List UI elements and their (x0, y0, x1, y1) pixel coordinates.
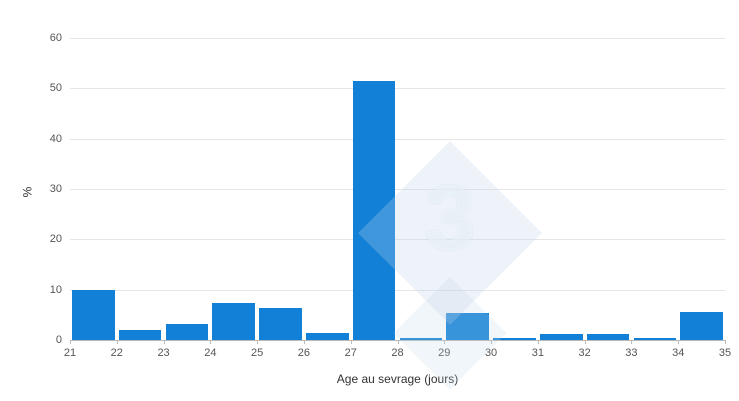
x-tick-mark (444, 340, 446, 344)
x-tick-mark (631, 340, 633, 344)
gridline (70, 239, 725, 241)
bar-27-28 (352, 80, 396, 340)
x-tick-label: 31 (531, 347, 544, 359)
x-tick-mark (678, 340, 680, 344)
x-tick-label: 35 (718, 347, 732, 359)
bar-33-34 (633, 338, 677, 340)
y-tick-label: 20 (49, 233, 62, 246)
plot-area: 3 (70, 38, 725, 390)
x-tick-label: 26 (297, 347, 311, 359)
gridline (70, 289, 725, 291)
y-tick-label: 60 (49, 32, 62, 44)
gridline (70, 38, 725, 39)
x-tick-mark (257, 340, 259, 344)
x-tick-label: 21 (63, 347, 77, 359)
x-tick-label: 33 (625, 347, 638, 359)
x-tick-mark (725, 340, 726, 344)
y-tick-label: 40 (49, 132, 62, 145)
x-tick-mark (397, 340, 399, 344)
gridline (70, 189, 725, 190)
x-tick-mark (70, 340, 71, 344)
x-tick-mark (537, 340, 539, 344)
x-tick-label: 23 (157, 347, 170, 359)
bar-21-22 (72, 290, 115, 340)
x-tick-label: 22 (110, 347, 123, 359)
y-tick-label: 10 (49, 283, 62, 296)
bar-28-29 (399, 338, 443, 340)
x-tick-label: 27 (344, 347, 357, 359)
bar-25-26 (259, 308, 302, 340)
x-tick-mark (303, 340, 305, 344)
y-tick-label: 0 (55, 334, 62, 346)
gridline (70, 88, 725, 90)
y-tick-label: 30 (49, 183, 62, 195)
bar-24-25 (212, 302, 256, 340)
x-tick-label: 24 (204, 347, 217, 359)
x-tick-mark (350, 340, 352, 344)
bar-31-32 (539, 333, 583, 340)
x-tick-mark (210, 340, 212, 344)
x-tick-mark (116, 340, 118, 344)
bar-23-24 (165, 324, 209, 340)
x-tick-label: 28 (391, 347, 404, 359)
x-tick-label: 34 (672, 347, 685, 359)
x-tick-label: 29 (438, 347, 451, 359)
gridline (70, 138, 725, 140)
x-tick-label: 25 (251, 347, 264, 359)
x-tick-label: 30 (484, 347, 498, 359)
x-tick-label: 32 (578, 347, 591, 359)
y-tick-label: 50 (49, 82, 62, 95)
bar-22-23 (118, 329, 162, 340)
bar-30-31 (493, 338, 536, 340)
x-tick-mark (163, 340, 165, 344)
bar-34-35 (680, 312, 723, 340)
x-axis-title: Age au sevrage (jours) (336, 372, 459, 386)
bar-26-27 (306, 332, 349, 340)
x-tick-mark (491, 340, 493, 344)
bar-29-30 (446, 312, 489, 340)
bar-32-33 (586, 333, 630, 340)
x-tick-mark (584, 340, 586, 344)
